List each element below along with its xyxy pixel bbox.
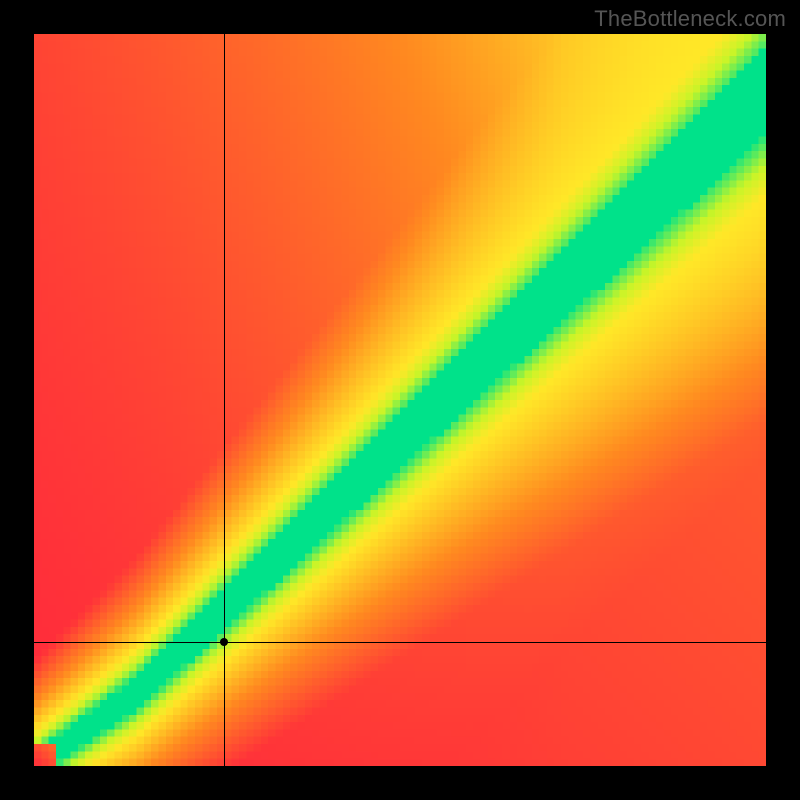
crosshair-vertical xyxy=(224,34,225,766)
marker-dot xyxy=(220,638,228,646)
plot-area xyxy=(34,34,766,766)
chart-container: TheBottleneck.com xyxy=(0,0,800,800)
crosshair-horizontal xyxy=(34,642,766,643)
heatmap-canvas xyxy=(34,34,766,766)
watermark-text: TheBottleneck.com xyxy=(594,6,786,32)
